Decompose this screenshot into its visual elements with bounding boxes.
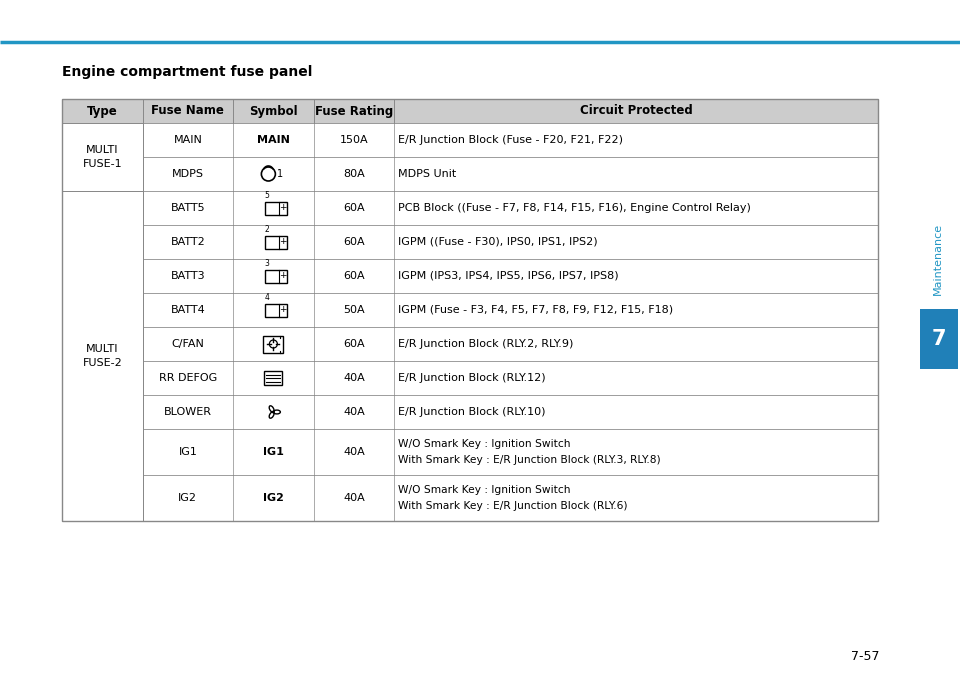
Text: MULTI
FUSE-1: MULTI FUSE-1 [83,145,122,169]
Text: BATT4: BATT4 [171,305,205,315]
Text: 40A: 40A [343,493,365,503]
Circle shape [272,411,275,413]
Bar [265,269,287,282]
Text: 40A: 40A [343,407,365,417]
Text: Type: Type [87,105,118,118]
Text: E/R Junction Block (Fuse - F20, F21, F22): E/R Junction Block (Fuse - F20, F21, F22… [398,135,623,145]
Text: 3: 3 [264,260,269,269]
Text: 60A: 60A [343,237,365,247]
Text: W/O Smark Key : Ignition Switch: W/O Smark Key : Ignition Switch [398,439,571,449]
Bar [62,191,143,521]
Text: Fuse Rating: Fuse Rating [315,105,393,118]
Text: 7-57: 7-57 [852,650,880,664]
Text: 80A: 80A [343,169,365,179]
Text: +: + [279,203,287,212]
Bar [62,191,878,225]
Text: IG1: IG1 [179,447,197,457]
Text: MDPS Unit: MDPS Unit [398,169,457,179]
Text: RR DEFOG: RR DEFOG [158,373,217,383]
Text: 60A: 60A [343,339,365,349]
Text: MDPS: MDPS [172,169,204,179]
Text: Circuit Protected: Circuit Protected [580,105,692,118]
Text: E/R Junction Block (RLY.10): E/R Junction Block (RLY.10) [398,407,546,417]
Text: 7: 7 [932,329,947,349]
Bar [263,336,283,353]
Text: 5: 5 [264,192,269,200]
Text: BATT2: BATT2 [171,237,205,247]
Bar [265,236,287,249]
Text: +: + [279,271,287,280]
Bar [62,293,878,327]
Text: PCB Block ((Fuse - F7, F8, F14, F15, F16), Engine Control Relay): PCB Block ((Fuse - F7, F8, F14, F15, F16… [398,203,751,213]
Bar [62,225,878,259]
Text: Symbol: Symbol [249,105,298,118]
Text: BLOWER: BLOWER [164,407,212,417]
Text: IG1: IG1 [263,447,284,457]
Bar [62,259,878,293]
Bar [62,123,143,191]
Text: W/O Smark Key : Ignition Switch: W/O Smark Key : Ignition Switch [398,485,571,495]
Bar [62,327,878,361]
Text: E/R Junction Block (RLY.12): E/R Junction Block (RLY.12) [398,373,546,383]
Text: C/FAN: C/FAN [172,339,204,349]
Text: 2: 2 [264,225,269,234]
Bar [62,429,878,475]
Bar [62,395,878,429]
Text: 150A: 150A [340,135,369,145]
Text: IGPM ((Fuse - F30), IPS0, IPS1, IPS2): IGPM ((Fuse - F30), IPS0, IPS1, IPS2) [398,237,598,247]
Text: E/R Junction Block (RLY.2, RLY.9): E/R Junction Block (RLY.2, RLY.9) [398,339,574,349]
Text: IGPM (Fuse - F3, F4, F5, F7, F8, F9, F12, F15, F18): IGPM (Fuse - F3, F4, F5, F7, F8, F9, F12… [398,305,673,315]
Bar [264,371,282,385]
Bar [62,99,878,123]
Text: 60A: 60A [343,271,365,281]
Text: 1: 1 [277,169,283,179]
Text: MAIN: MAIN [174,135,203,145]
Bar [62,123,878,157]
Bar [62,475,878,521]
Text: Engine compartment fuse panel: Engine compartment fuse panel [62,65,312,79]
Text: BATT5: BATT5 [171,203,205,213]
Bar [62,361,878,395]
Text: 40A: 40A [343,447,365,457]
Text: Maintenance: Maintenance [933,223,943,295]
Bar [62,99,878,521]
Text: IG2: IG2 [263,493,284,503]
Text: 4: 4 [264,294,269,302]
Bar [920,309,958,369]
Text: BATT3: BATT3 [171,271,205,281]
Text: +: + [279,305,287,314]
Text: IGPM (IPS3, IPS4, IPS5, IPS6, IPS7, IPS8): IGPM (IPS3, IPS4, IPS5, IPS6, IPS7, IPS8… [398,271,619,281]
Bar [265,201,287,214]
Text: Fuse Name: Fuse Name [152,105,225,118]
Text: IG2: IG2 [179,493,198,503]
Text: +: + [279,238,287,247]
Text: 50A: 50A [343,305,365,315]
Text: 60A: 60A [343,203,365,213]
Text: 40A: 40A [343,373,365,383]
Text: MAIN: MAIN [257,135,290,145]
Text: MULTI
FUSE-2: MULTI FUSE-2 [83,344,122,368]
Text: With Smark Key : E/R Junction Block (RLY.6): With Smark Key : E/R Junction Block (RLY… [398,501,628,511]
Text: With Smark Key : E/R Junction Block (RLY.3, RLY.8): With Smark Key : E/R Junction Block (RLY… [398,455,660,465]
Bar [265,303,287,316]
Bar [62,157,878,191]
